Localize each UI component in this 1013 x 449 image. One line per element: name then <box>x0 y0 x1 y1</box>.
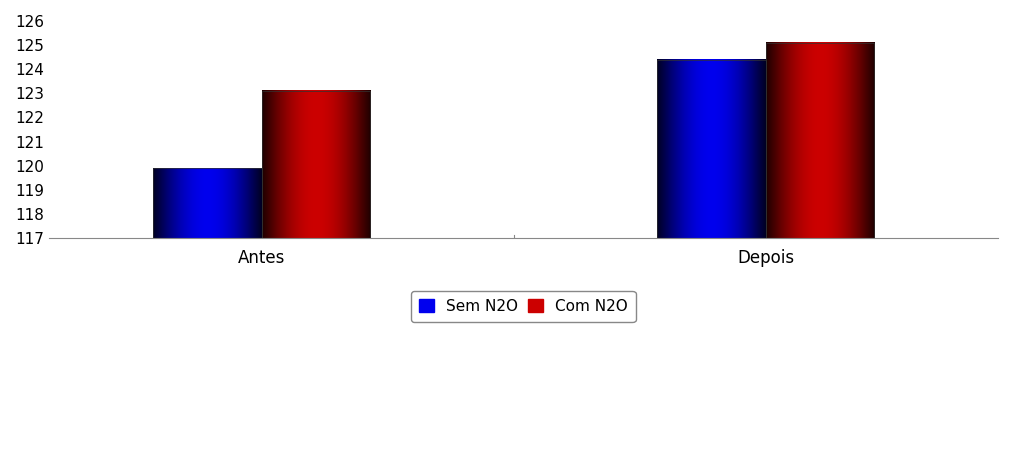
Legend: Sem N2O, Com N2O: Sem N2O, Com N2O <box>411 291 635 321</box>
